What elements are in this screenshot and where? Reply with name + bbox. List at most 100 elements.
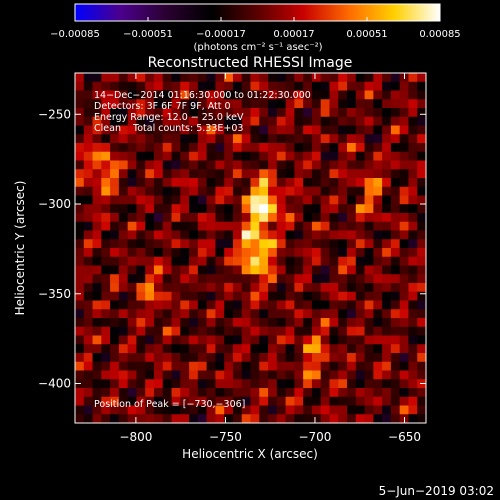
heatmap-cell: [285, 81, 295, 92]
heatmap-cell: [180, 108, 190, 118]
heatmap-cell: [399, 230, 410, 240]
heatmap-cell: [355, 361, 366, 372]
heatmap-cell: [101, 396, 111, 407]
heatmap-cell: [382, 405, 392, 415]
heatmap-cell: [382, 300, 392, 310]
heatmap-cell: [373, 160, 383, 170]
heatmap-cell: [355, 81, 366, 92]
heatmap-cell: [311, 248, 322, 258]
heatmap-cell: [399, 405, 410, 415]
heatmap-cell: [232, 370, 243, 380]
heatmap-cell: [101, 361, 111, 372]
heatmap-cell: [364, 134, 374, 144]
heatmap-cell: [127, 379, 138, 389]
heatmap-cell: [408, 81, 418, 92]
heatmap-cell: [417, 265, 426, 275]
heatmap-cell: [110, 151, 120, 162]
heatmap-cell: [303, 353, 313, 363]
heatmap-cell: [215, 335, 225, 345]
heatmap-cell: [127, 134, 138, 144]
heatmap-cell: [189, 221, 199, 232]
heatmap-cell: [197, 230, 208, 240]
heatmap-cell: [276, 99, 287, 109]
heatmap-cell: [145, 204, 155, 214]
heatmap-cell: [92, 186, 102, 197]
heatmap-cell: [197, 291, 208, 302]
heatmap-cell: [329, 379, 339, 389]
heatmap-cell: [285, 186, 295, 197]
heatmap-cell: [110, 405, 120, 415]
heatmap-cell: [399, 143, 410, 153]
heatmap-cell: [224, 414, 234, 423]
heatmap-cell: [197, 204, 208, 214]
heatmap-cell: [364, 169, 374, 179]
heatmap-cell: [110, 396, 120, 407]
heatmap-cell: [241, 99, 252, 109]
heatmap-cell: [83, 204, 94, 214]
heatmap-cell: [268, 230, 278, 240]
heatmap-cell: [136, 291, 146, 302]
heatmap-cell: [320, 186, 331, 197]
x-axis-label: Heliocentric X (arcsec): [182, 447, 318, 461]
heatmap-cell: [373, 326, 383, 337]
heatmap-cell: [294, 353, 304, 363]
heatmap-cell: [136, 143, 146, 153]
heatmap-cell: [232, 81, 243, 92]
heatmap-cell: [364, 99, 374, 109]
heatmap-cell: [338, 414, 348, 423]
plot-frame: [74, 72, 427, 424]
heatmap-cell: [294, 379, 304, 389]
heatmap-cell: [417, 116, 426, 127]
heatmap-cell: [136, 81, 146, 92]
heatmap-cell: [215, 318, 225, 328]
heatmap-cell: [224, 108, 234, 118]
heatmap-cell: [373, 370, 383, 380]
heatmap-cell: [127, 116, 138, 127]
heatmap-cell: [197, 99, 208, 109]
heatmap-cell: [101, 221, 111, 232]
heatmap-cell: [355, 379, 366, 389]
heatmap-cell: [206, 414, 216, 423]
heatmap-cell: [153, 309, 164, 319]
heatmap-cell: [285, 90, 295, 100]
heatmap-cell: [197, 178, 208, 188]
heatmap-cell: [215, 344, 225, 354]
heatmap-cell: [373, 99, 383, 109]
heatmap-cell: [355, 248, 366, 258]
heatmap-cell: [276, 230, 287, 240]
heatmap-cell: [180, 353, 190, 363]
heatmap-cell: [136, 169, 146, 179]
heatmap-cell: [83, 213, 94, 223]
heatmap-cell: [232, 248, 243, 258]
heatmap-cell: [311, 300, 322, 310]
heatmap-cell: [399, 248, 410, 258]
heatmap-cell: [197, 370, 208, 380]
heatmap-cell: [118, 204, 129, 214]
heatmap-cell: [276, 396, 287, 407]
heatmap-cell: [197, 274, 208, 284]
heatmap-cell: [355, 221, 366, 232]
heatmap-cell: [399, 274, 410, 284]
heatmap-cell: [268, 108, 278, 118]
heatmap-cell: [145, 186, 155, 197]
heatmap-cell: [399, 195, 410, 205]
heatmap-cell: [347, 90, 357, 100]
heatmap-cell: [390, 195, 401, 205]
heatmap-cell: [399, 81, 410, 92]
heatmap-cell: [382, 353, 392, 363]
heatmap-cell: [390, 90, 401, 100]
heatmap-cell: [276, 414, 287, 423]
heatmap-cell: [364, 81, 374, 92]
heatmap-cell: [259, 125, 269, 135]
heatmap-cell: [303, 134, 313, 144]
heatmap-cell: [180, 379, 190, 389]
heatmap-cell: [180, 169, 190, 179]
heatmap-cell: [285, 213, 295, 223]
heatmap-cell: [118, 344, 129, 354]
heatmap-cell: [145, 300, 155, 310]
heatmap-cell: [364, 388, 374, 398]
heatmap-cell: [110, 108, 120, 118]
heatmap-cell: [197, 151, 208, 162]
heatmap-cell: [347, 186, 357, 197]
x-tick-label: −700: [298, 430, 331, 444]
